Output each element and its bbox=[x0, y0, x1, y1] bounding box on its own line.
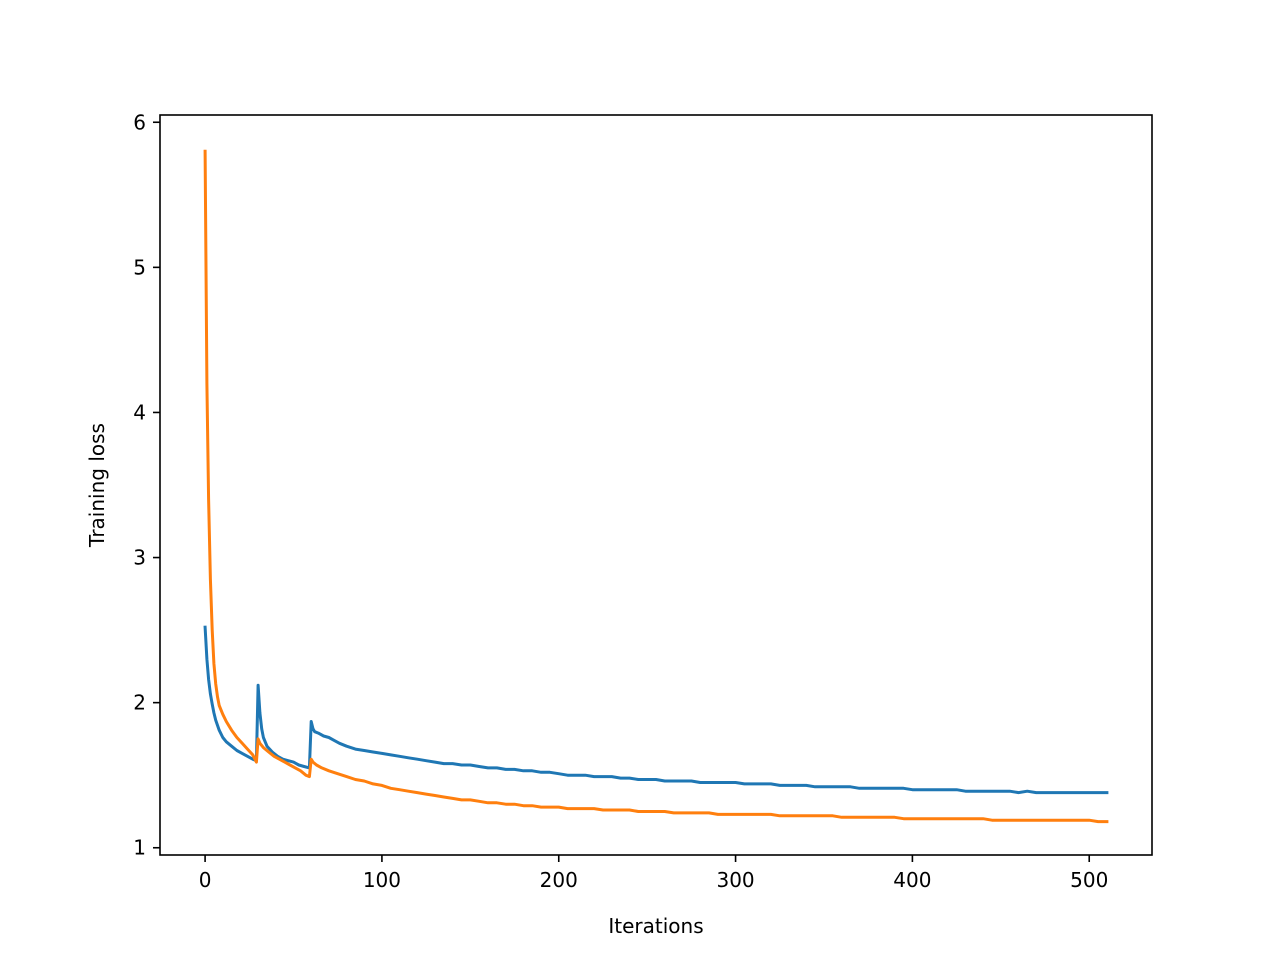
y-tick-label: 6 bbox=[133, 110, 146, 134]
x-axis-title: Iterations bbox=[608, 914, 703, 938]
x-tick-label: 0 bbox=[199, 868, 212, 892]
x-axis: 0 100 200 300 400 500 bbox=[199, 855, 1108, 892]
x-tick-label: 200 bbox=[540, 868, 578, 892]
y-axis: 1 2 3 4 5 6 bbox=[133, 110, 160, 860]
series-layer bbox=[203, 149, 1109, 824]
y-tick-label: 1 bbox=[133, 836, 146, 860]
y-tick-label: 2 bbox=[133, 691, 146, 715]
series-line-2 bbox=[203, 149, 1109, 824]
y-tick-label: 5 bbox=[133, 255, 146, 279]
plot-frame bbox=[159, 114, 1153, 856]
y-tick-label: 3 bbox=[133, 546, 146, 570]
x-tick-label: 300 bbox=[716, 868, 754, 892]
y-tick-label: 4 bbox=[133, 400, 146, 424]
x-tick-label: 500 bbox=[1070, 868, 1108, 892]
x-tick-label: 100 bbox=[363, 868, 401, 892]
x-tick-label: 400 bbox=[893, 868, 931, 892]
y-axis-title: Training loss bbox=[85, 423, 109, 548]
series-line-1 bbox=[203, 625, 1109, 795]
